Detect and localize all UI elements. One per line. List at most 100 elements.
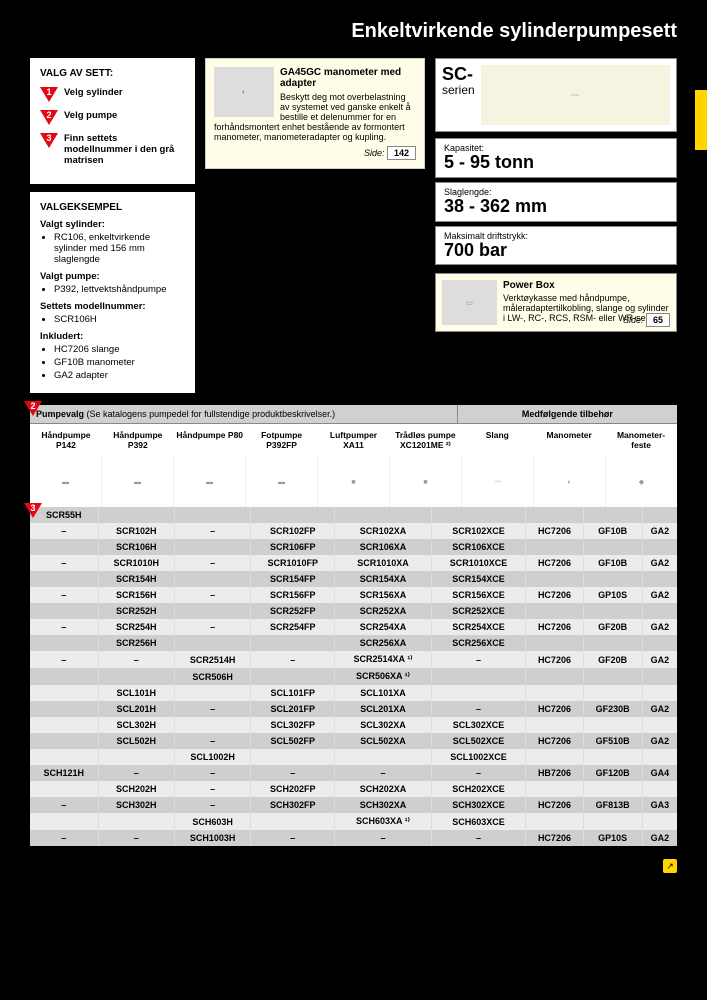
- table-cell: [431, 668, 525, 685]
- step-3: 3 Finn settets modellnummer i den grå ma…: [40, 133, 185, 166]
- table-cell: SCR254H: [98, 619, 174, 635]
- edge-tab: [695, 90, 707, 150]
- table-cell: HC7206: [526, 733, 583, 749]
- table-cell: SCH202XA: [335, 781, 432, 797]
- table-cell: SCH603XA ¹⁾: [335, 813, 432, 830]
- table-cell: [583, 781, 642, 797]
- table-cell: SCR102XA: [335, 523, 432, 539]
- table-cell: SCR156XCE: [431, 587, 525, 603]
- table-cell: SCR1010H: [98, 555, 174, 571]
- table-cell: [251, 507, 335, 523]
- table-cell: SCH202XCE: [431, 781, 525, 797]
- table-cell: [583, 539, 642, 555]
- table-row: SCR256HSCR256XASCR256XCE: [30, 635, 677, 651]
- table-cell: GP10S: [583, 587, 642, 603]
- table-cell: [526, 668, 583, 685]
- table-cell: [583, 603, 642, 619]
- table-cell: GA2: [642, 733, 677, 749]
- step-3-text: Finn settets modellnummer i den grå matr…: [64, 133, 185, 166]
- pump-xc1201me-icon: ■: [390, 457, 462, 507]
- table-cell: [642, 571, 677, 587]
- table-cell: SCH1003H: [174, 830, 250, 846]
- col-6: Slang: [461, 428, 533, 453]
- table-cell: [642, 685, 677, 701]
- table-cell: [30, 701, 98, 717]
- step-2-text: Velg pumpe: [64, 110, 117, 121]
- table-badge-3: 3: [24, 503, 42, 518]
- table-cell: HC7206: [526, 830, 583, 846]
- pumpevalg-header: Pumpevalg (Se katalogens pumpedel for fu…: [30, 405, 457, 423]
- table-row: SCH121H–––––HB7206GF120BGA4: [30, 765, 677, 781]
- table-row: SCL201H–SCL201FPSCL201XA–HC7206GF230BGA2: [30, 701, 677, 717]
- table-cell: SCR156XA: [335, 587, 432, 603]
- table-cell: [174, 717, 250, 733]
- left-column: VALG AV SETT: 1 Velg sylinder 2 Velg pum…: [30, 58, 195, 393]
- table-cell: [98, 507, 174, 523]
- table-cell: [98, 813, 174, 830]
- series-subtitle: serien: [442, 83, 475, 97]
- table-cell: SCH603XCE: [431, 813, 525, 830]
- table-cell: [583, 507, 642, 523]
- table-cell: [583, 685, 642, 701]
- accessories-header: Medfølgende tilbehør: [457, 405, 677, 423]
- table-cell: [30, 749, 98, 765]
- table-cell: GP10S: [583, 830, 642, 846]
- powerbox-callout: ▭ Power Box Verktøykasse med håndpumpe, …: [435, 273, 677, 332]
- table-cell: [251, 635, 335, 651]
- table-cell: –: [174, 733, 250, 749]
- table-cell: –: [174, 701, 250, 717]
- table-row: SCR55H: [30, 507, 677, 523]
- table-row: –SCR1010H–SCR1010FPSCR1010XASCR1010XCEHC…: [30, 555, 677, 571]
- table-cell: [642, 603, 677, 619]
- table-row: SCR506HSCR506XA ¹⁾: [30, 668, 677, 685]
- table-row: –SCH302H–SCH302FPSCH302XASCH302XCEHC7206…: [30, 797, 677, 813]
- table-cell: GF10B: [583, 555, 642, 571]
- table-cell: SCH302H: [98, 797, 174, 813]
- table-cell: [251, 749, 335, 765]
- table-cell: –: [431, 830, 525, 846]
- table-cell: SCL302XCE: [431, 717, 525, 733]
- step-1-text: Velg sylinder: [64, 87, 123, 98]
- table-cell: GA2: [642, 555, 677, 571]
- table-cell: [174, 507, 250, 523]
- table-cell: HC7206: [526, 523, 583, 539]
- table-cell: –: [30, 651, 98, 668]
- table-cell: SCL101FP: [251, 685, 335, 701]
- triangle-2-icon: 2: [40, 110, 58, 125]
- series-image-icon: 〰: [481, 65, 670, 125]
- table-cell: –: [98, 651, 174, 668]
- table-cell: GA2: [642, 619, 677, 635]
- table-cell: [431, 685, 525, 701]
- table-cell: [526, 717, 583, 733]
- table-cell: HC7206: [526, 587, 583, 603]
- table-cell: SCR1010XCE: [431, 555, 525, 571]
- table-cell: [30, 635, 98, 651]
- table-row: SCR154HSCR154FPSCR154XASCR154XCE: [30, 571, 677, 587]
- table-cell: [30, 539, 98, 555]
- table-cell: [526, 635, 583, 651]
- table-cell: GA3: [642, 797, 677, 813]
- callout-page: 142: [387, 146, 416, 160]
- footer-marker: ↗: [30, 856, 677, 874]
- table-row: SCL101HSCL101FPSCL101XA: [30, 685, 677, 701]
- pump-p392-icon: ▬: [102, 457, 174, 507]
- page-title: Enkeltvirkende sylinderpumpesett: [30, 20, 677, 43]
- table-cell: [251, 668, 335, 685]
- table-cell: SCR102FP: [251, 523, 335, 539]
- table-cell: SCR2514XA ¹⁾: [335, 651, 432, 668]
- table-cell: SCL302H: [98, 717, 174, 733]
- example-heading: VALGEKSEMPEL: [40, 202, 185, 213]
- table-cell: HC7206: [526, 555, 583, 571]
- table-cell: [583, 813, 642, 830]
- table-cell: SCL201H: [98, 701, 174, 717]
- col-7: Manometer: [533, 428, 605, 453]
- table-cell: –: [30, 587, 98, 603]
- table-cell: SCR506H: [174, 668, 250, 685]
- table-cell: [526, 813, 583, 830]
- table-cell: GF20B: [583, 619, 642, 635]
- table-cell: SCL1002XCE: [431, 749, 525, 765]
- table-cell: [526, 685, 583, 701]
- table-row: SCL502H–SCL502FPSCL502XASCL502XCEHC7206G…: [30, 733, 677, 749]
- table-cell: SCL302FP: [251, 717, 335, 733]
- table-cell: GA2: [642, 587, 677, 603]
